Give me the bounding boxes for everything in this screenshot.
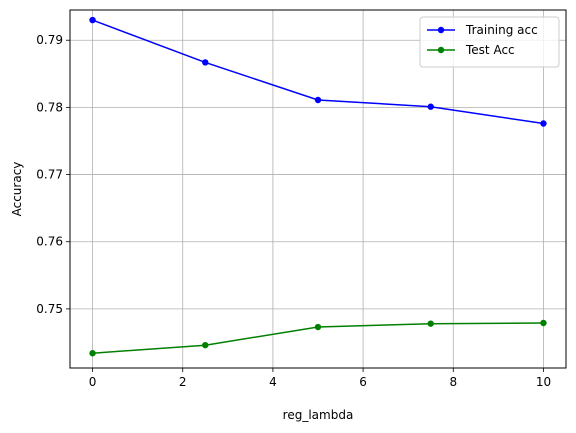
y-tick-label: 0.79	[36, 33, 63, 47]
y-axis-label: Accuracy	[10, 162, 24, 217]
x-tick-label: 8	[449, 375, 457, 389]
x-tick-label: 0	[89, 375, 97, 389]
plot-frame	[69, 9, 567, 369]
data-point	[540, 319, 547, 327]
data-point	[202, 59, 209, 66]
data-point	[314, 323, 322, 331]
data-point	[427, 103, 434, 110]
legend-marker	[437, 26, 445, 34]
x-tick-label: 6	[359, 375, 367, 389]
legend-marker	[437, 46, 445, 54]
y-tick-label: 0.76	[36, 235, 63, 249]
y-axis: 0.75 0.76 0.77 0.78 0.79	[36, 33, 70, 316]
y-tick-label: 0.75	[36, 302, 63, 316]
x-tick-label: 2	[179, 375, 187, 389]
x-tick-label: 4	[269, 375, 277, 389]
data-point	[427, 320, 434, 327]
legend-entry: Training acc	[465, 23, 538, 37]
x-axis: 0 2 4 6 8 10	[89, 368, 551, 389]
legend: Training acc Test Acc	[419, 16, 560, 68]
series-layer	[89, 16, 547, 357]
y-tick-label: 0.77	[36, 168, 63, 182]
data-point	[89, 350, 96, 357]
legend-entry: Test Acc	[465, 43, 515, 57]
data-point	[202, 341, 209, 349]
y-tick-label: 0.78	[36, 100, 63, 114]
x-axis-label: reg_lambda	[283, 408, 354, 422]
data-point	[314, 96, 322, 104]
x-tick-label: 10	[536, 375, 551, 389]
data-point	[540, 120, 547, 127]
data-point	[89, 16, 96, 24]
